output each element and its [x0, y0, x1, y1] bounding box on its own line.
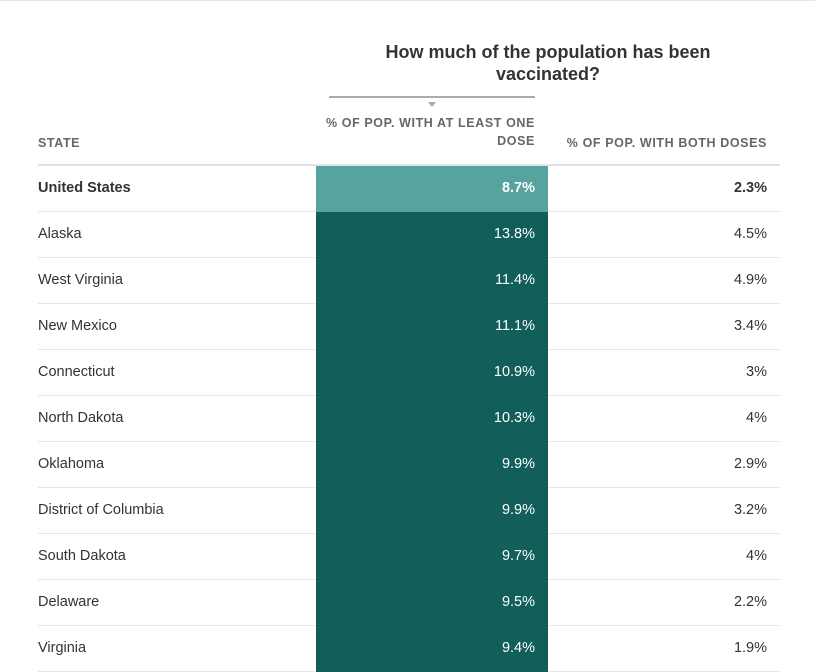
state-cell: Connecticut [38, 364, 115, 380]
both-doses-cell: 3.2% [733, 502, 767, 518]
table-row: South Dakota 9.7% 4% [38, 534, 780, 580]
one-dose-cell: 9.5% [316, 580, 548, 626]
table-row: Delaware 9.5% 2.2% [38, 580, 780, 626]
table-header: STATE % OF POP. WITH AT LEAST ONE DOSE %… [38, 114, 780, 164]
state-cell: New Mexico [38, 318, 117, 334]
state-cell: South Dakota [38, 548, 126, 564]
one-dose-cell: 9.4% [316, 626, 548, 672]
one-dose-cell: 11.4% [316, 258, 548, 304]
state-cell: United States [38, 180, 131, 196]
state-cell: District of Columbia [38, 502, 164, 518]
table-row: Alaska 13.8% 4.5% [38, 212, 780, 258]
one-dose-cell: 13.8% [316, 212, 548, 258]
table-row-total: United States 8.7% 2.3% [38, 166, 780, 212]
header-one-dose[interactable]: % OF POP. WITH AT LEAST ONE DOSE [325, 116, 535, 148]
table-row: West Virginia 11.4% 4.9% [38, 258, 780, 304]
one-dose-cell: 9.9% [316, 488, 548, 534]
state-cell: West Virginia [38, 272, 123, 288]
both-doses-cell: 2.2% [733, 594, 767, 610]
state-cell: Virginia [38, 640, 87, 656]
one-dose-cell: 9.7% [316, 534, 548, 580]
header-both-doses[interactable]: % OF POP. WITH BOTH DOSES [566, 136, 767, 150]
both-doses-cell: 3% [746, 364, 767, 380]
header-divider [38, 164, 780, 166]
table-row: North Dakota 10.3% 4% [38, 396, 780, 442]
one-dose-cell: 9.9% [316, 442, 548, 488]
both-doses-cell: 4% [746, 410, 767, 426]
one-dose-cell: 10.9% [316, 350, 548, 396]
state-cell: North Dakota [38, 410, 124, 426]
both-doses-cell: 1.9% [733, 640, 767, 656]
table-body: United States 8.7% 2.3% Alaska 13.8% 4.5% West… [38, 166, 780, 672]
both-doses-cell: 4% [746, 548, 767, 564]
both-doses-cell: 2.9% [733, 456, 767, 472]
table-title: How much of the population has been vacc… [385, 42, 711, 84]
one-dose-cell: 10.3% [316, 396, 548, 442]
sort-arrow-icon[interactable] [428, 102, 436, 107]
table-row: District of Columbia 9.9% 3.2% [38, 488, 780, 534]
table-row: Virginia 9.4% 1.9% [38, 626, 780, 672]
table-row: Oklahoma 9.9% 2.9% [38, 442, 780, 488]
state-cell: Alaska [38, 226, 82, 242]
table-row: New Mexico 11.1% 3.4% [38, 304, 780, 350]
table-row: Connecticut 10.9% 3% [38, 350, 780, 396]
state-cell: Oklahoma [38, 456, 105, 472]
one-dose-cell: 8.7% [316, 166, 548, 212]
state-cell: Delaware [38, 594, 100, 610]
sort-indicator-line [329, 96, 535, 98]
both-doses-cell: 2.3% [733, 180, 767, 196]
top-border [0, 0, 815, 1]
both-doses-cell: 4.5% [733, 226, 767, 242]
header-state[interactable]: STATE [38, 136, 81, 150]
both-doses-cell: 3.4% [733, 318, 767, 334]
both-doses-cell: 4.9% [733, 272, 767, 288]
one-dose-cell: 11.1% [316, 304, 548, 350]
